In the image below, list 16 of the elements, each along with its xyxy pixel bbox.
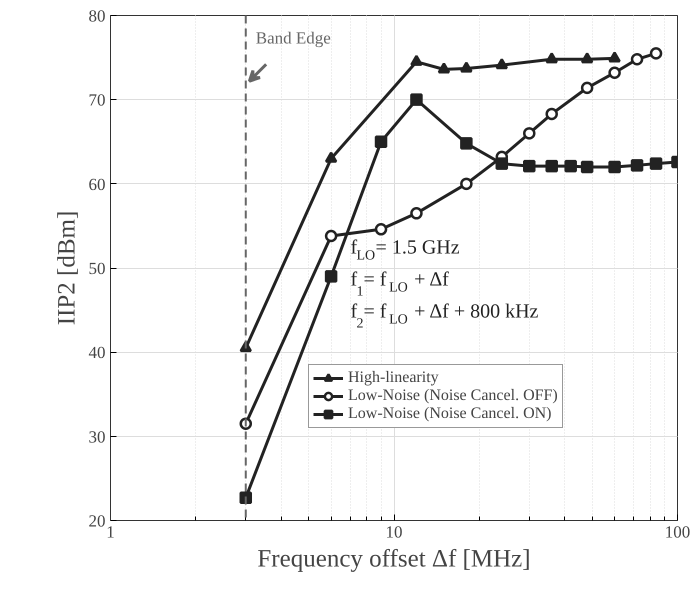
legend-label: High-linearity	[348, 369, 439, 387]
y-tick-label: 30	[88, 427, 106, 446]
x-axis-title: Frequency offset Δf [MHz]	[257, 546, 531, 572]
y-tick-label: 20	[88, 512, 106, 530]
x-tick-label: 1	[106, 522, 115, 542]
y-tick-label: 40	[88, 343, 106, 362]
x-tick-label: 10	[386, 522, 402, 542]
y-tick-label: 60	[88, 174, 106, 194]
x-tick-label: 100	[664, 522, 690, 542]
ref-line-label: Band Edge	[256, 28, 331, 48]
y-tick-label: 80	[88, 6, 106, 26]
y-axis-title: IIP2 [dBm]	[54, 210, 80, 326]
y-tick-label: 50	[88, 259, 106, 278]
y-tick-label: 70	[88, 90, 106, 110]
legend-label: Low-Noise (Noise Cancel. ON)	[348, 405, 552, 423]
legend-label: Low-Noise (Noise Cancel. OFF)	[348, 387, 558, 405]
